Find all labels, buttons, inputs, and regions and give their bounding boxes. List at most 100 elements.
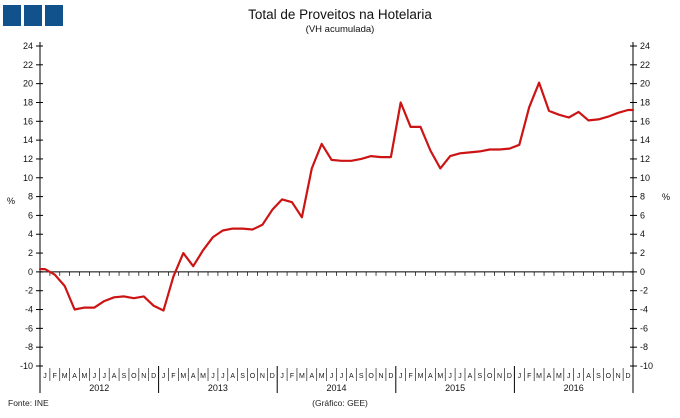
svg-text:12: 12: [23, 154, 33, 164]
svg-text:-8: -8: [25, 342, 33, 352]
svg-text:N: N: [141, 373, 146, 380]
logo: [3, 5, 63, 26]
svg-text:-10: -10: [640, 361, 653, 371]
svg-text:2: 2: [640, 248, 645, 258]
svg-text:J: J: [221, 373, 225, 380]
svg-text:0: 0: [28, 267, 33, 277]
svg-text:-6: -6: [640, 323, 648, 333]
svg-text:O: O: [487, 373, 493, 380]
svg-text:M: M: [536, 373, 542, 380]
svg-text:O: O: [131, 373, 137, 380]
svg-text:J: J: [102, 373, 106, 380]
svg-text:F: F: [290, 373, 294, 380]
svg-text:F: F: [408, 373, 412, 380]
svg-text:J: J: [448, 373, 452, 380]
svg-text:M: M: [319, 373, 325, 380]
svg-text:M: M: [418, 373, 424, 380]
svg-text:2016: 2016: [564, 383, 584, 393]
svg-text:A: A: [586, 373, 591, 380]
svg-text:-6: -6: [25, 323, 33, 333]
svg-text:J: J: [162, 373, 166, 380]
svg-text:J: J: [43, 373, 47, 380]
svg-text:D: D: [388, 373, 393, 380]
svg-text:M: M: [200, 373, 206, 380]
svg-text:D: D: [507, 373, 512, 380]
svg-text:A: A: [230, 373, 235, 380]
svg-text:J: J: [280, 373, 284, 380]
svg-text:S: S: [477, 373, 482, 380]
svg-text:F: F: [171, 373, 175, 380]
svg-text:8: 8: [28, 192, 33, 202]
svg-text:22: 22: [23, 60, 33, 70]
svg-text:J: J: [518, 373, 522, 380]
svg-text:20: 20: [23, 79, 33, 89]
svg-text:M: M: [180, 373, 186, 380]
logo-square: [24, 5, 42, 26]
svg-text:J: J: [399, 373, 403, 380]
svg-text:0: 0: [640, 267, 645, 277]
svg-text:J: J: [211, 373, 215, 380]
svg-text:N: N: [378, 373, 383, 380]
svg-text:F: F: [53, 373, 57, 380]
svg-text:2012: 2012: [89, 383, 109, 393]
svg-text:J: J: [330, 373, 334, 380]
svg-text:16: 16: [23, 116, 33, 126]
svg-text:-2: -2: [640, 286, 648, 296]
svg-text:8: 8: [640, 192, 645, 202]
svg-text:M: M: [299, 373, 305, 380]
page-title: Total de Proveitos na Hotelaria: [248, 7, 432, 22]
svg-text:10: 10: [640, 173, 650, 183]
svg-text:A: A: [428, 373, 433, 380]
svg-text:D: D: [626, 373, 631, 380]
svg-text:F: F: [527, 373, 531, 380]
svg-text:24: 24: [23, 41, 33, 51]
data-line: [38, 81, 635, 312]
svg-text:J: J: [340, 373, 344, 380]
svg-text:S: S: [359, 373, 364, 380]
svg-text:M: M: [437, 373, 443, 380]
logo-square: [45, 5, 63, 26]
svg-text:18: 18: [640, 97, 650, 107]
svg-text:6: 6: [640, 210, 645, 220]
zero-line: [39, 271, 634, 276]
svg-text:S: S: [240, 373, 245, 380]
svg-text:N: N: [497, 373, 502, 380]
svg-text:O: O: [368, 373, 374, 380]
svg-text:M: M: [62, 373, 68, 380]
svg-text:M: M: [556, 373, 562, 380]
credit-label: (Gráfico: GEE): [312, 398, 368, 408]
svg-text:A: A: [191, 373, 196, 380]
svg-text:A: A: [349, 373, 354, 380]
svg-text:J: J: [93, 373, 97, 380]
svg-text:-4: -4: [25, 305, 33, 315]
svg-text:20: 20: [640, 79, 650, 89]
source-label: Fonte: INE: [8, 398, 49, 408]
svg-text:18: 18: [23, 97, 33, 107]
svg-text:2: 2: [28, 248, 33, 258]
svg-text:J: J: [577, 373, 581, 380]
svg-text:16: 16: [640, 116, 650, 126]
year-labels: 2012 2013 2014 2015 2016: [89, 383, 583, 393]
svg-text:S: S: [596, 373, 601, 380]
svg-text:-10: -10: [20, 361, 33, 371]
svg-text:D: D: [270, 373, 275, 380]
svg-text:-2: -2: [25, 286, 33, 296]
svg-text:A: A: [72, 373, 77, 380]
svg-text:M: M: [82, 373, 88, 380]
page-subtitle: (VH acumulada): [305, 24, 375, 35]
svg-text:-8: -8: [640, 342, 648, 352]
svg-text:6: 6: [28, 210, 33, 220]
svg-text:10: 10: [23, 173, 33, 183]
svg-text:D: D: [151, 373, 156, 380]
y-axis-unit-right: %: [662, 192, 671, 202]
svg-text:N: N: [260, 373, 265, 380]
svg-text:14: 14: [640, 135, 650, 145]
y-axis-unit-left: %: [7, 196, 16, 206]
svg-text:2015: 2015: [445, 383, 465, 393]
svg-text:22: 22: [640, 60, 650, 70]
logo-square: [3, 5, 21, 26]
